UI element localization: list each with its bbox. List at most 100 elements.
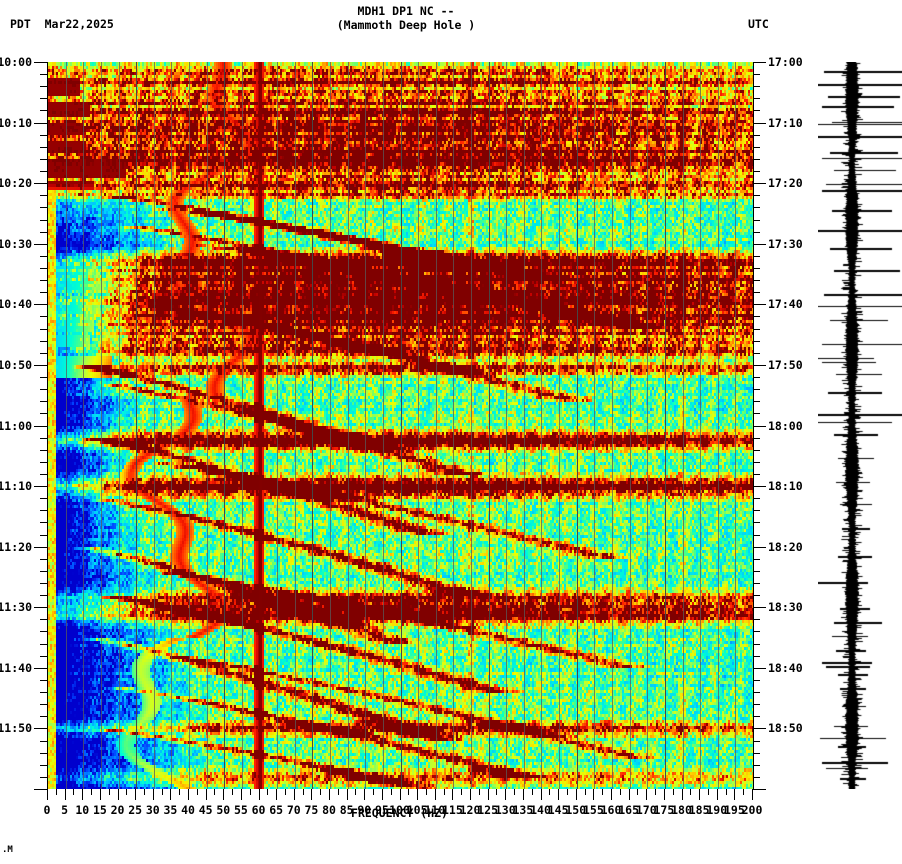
right-time-label: 17:10	[768, 115, 803, 130]
axis-tick	[40, 255, 47, 257]
axis-tick	[40, 110, 47, 112]
axis-tick	[753, 583, 760, 585]
frequency-label: 140	[530, 803, 551, 817]
frequency-label: 125	[477, 803, 499, 817]
frequency-axis-ticks	[47, 789, 753, 805]
axis-tick	[40, 522, 47, 524]
frequency-label: 115	[441, 803, 463, 817]
header-timezone-utc: UTC	[748, 17, 769, 31]
frequency-tick	[337, 789, 339, 795]
frequency-axis-labels: 0 5 10 15 20 25 30 35 40 45 50 55 60 65 70 75 80 85 90 95 10…	[0, 789, 902, 817]
right-time-label: 17:20	[768, 176, 803, 191]
axis-tick	[40, 98, 47, 100]
axis-tick	[40, 583, 47, 585]
frequency-tick	[725, 789, 727, 795]
axis-tick	[753, 352, 760, 354]
axis-tick	[753, 243, 766, 245]
right-time-label: 17:40	[768, 297, 803, 312]
seismogram-trace	[818, 62, 902, 789]
axis-tick	[40, 171, 47, 173]
axis-tick	[753, 328, 760, 330]
axis-tick	[40, 692, 47, 694]
frequency-label: 165	[618, 803, 640, 817]
left-time-label: 11:10	[0, 479, 32, 494]
axis-tick	[753, 692, 760, 694]
axis-tick	[40, 498, 47, 500]
frequency-tick	[540, 789, 542, 800]
axis-tick	[40, 389, 47, 391]
axis-tick	[753, 86, 760, 88]
frequency-tick	[161, 789, 163, 795]
frequency-label: 35	[163, 803, 178, 817]
frequency-label: 145	[547, 803, 569, 817]
frequency-tick	[55, 789, 57, 795]
axis-tick	[40, 195, 47, 197]
frequency-tick	[478, 789, 480, 795]
frequency-tick	[302, 789, 304, 795]
axis-tick	[40, 716, 47, 718]
frequency-label: 25	[128, 803, 143, 817]
axis-tick	[753, 425, 766, 427]
axis-tick	[753, 570, 760, 572]
frequency-tick	[355, 789, 357, 795]
right-time-label: 18:40	[768, 660, 803, 675]
frequency-label: 80	[322, 803, 336, 817]
frequency-tick	[505, 789, 507, 800]
right-time-label: 18:20	[768, 539, 803, 554]
frequency-label: 160	[600, 803, 622, 817]
axis-tick	[753, 316, 760, 318]
axis-tick	[753, 219, 760, 221]
frequency-tick	[584, 789, 586, 795]
frequency-tick	[452, 789, 454, 800]
frequency-label: 105	[406, 803, 428, 817]
axis-tick	[40, 752, 47, 754]
axis-tick	[753, 607, 766, 609]
frequency-label: 85	[339, 803, 354, 817]
corner-mark: .M	[2, 845, 13, 855]
axis-tick	[40, 74, 47, 76]
frequency-tick	[681, 789, 683, 800]
right-time-axis: 17:00 17:10 17:20 17:30 17:40 17:50 18:00 18:10…	[753, 55, 813, 790]
axis-tick	[40, 231, 47, 233]
axis-tick	[40, 280, 47, 282]
axis-tick	[753, 486, 766, 488]
frequency-tick	[47, 789, 48, 800]
frequency-tick	[399, 789, 401, 800]
axis-tick	[40, 292, 47, 294]
axis-tick	[40, 86, 47, 88]
axis-tick	[40, 219, 47, 221]
frequency-tick	[205, 789, 207, 800]
frequency-label: 60	[251, 803, 266, 817]
frequency-label: 50	[216, 803, 231, 817]
frequency-tick	[232, 789, 234, 795]
left-time-label: 11:00	[0, 418, 32, 433]
axis-tick	[753, 473, 760, 475]
frequency-label: 180	[671, 803, 692, 817]
axis-tick	[40, 437, 47, 439]
left-time-label: 10:10	[0, 115, 32, 130]
frequency-tick	[672, 789, 674, 795]
spectrogram-image	[48, 62, 753, 789]
axis-tick	[40, 534, 47, 536]
axis-tick	[753, 764, 760, 766]
axis-tick	[40, 764, 47, 766]
left-time-label: 10:20	[0, 176, 32, 191]
left-time-label: 10:50	[0, 357, 32, 372]
axis-tick	[753, 231, 760, 233]
frequency-tick	[734, 789, 736, 800]
frequency-label: 120	[459, 803, 481, 817]
left-time-label: 10:00	[0, 55, 32, 69]
axis-tick	[753, 510, 760, 512]
axis-tick	[753, 377, 760, 379]
frequency-tick	[240, 789, 242, 800]
axis-tick	[753, 171, 760, 173]
left-time-label: 10:40	[0, 297, 32, 312]
axis-tick	[40, 740, 47, 742]
frequency-tick	[487, 789, 489, 800]
axis-tick	[753, 437, 760, 439]
frequency-tick	[425, 789, 427, 795]
axis-tick	[40, 704, 47, 706]
axis-tick	[40, 316, 47, 318]
frequency-tick	[716, 789, 718, 800]
frequency-tick	[64, 789, 66, 800]
